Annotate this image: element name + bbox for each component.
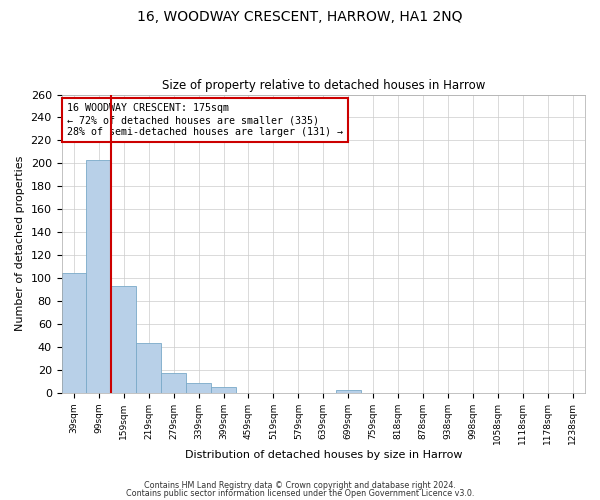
Text: Contains HM Land Registry data © Crown copyright and database right 2024.: Contains HM Land Registry data © Crown c… (144, 481, 456, 490)
Bar (136, 344, 161, 392)
Text: Contains public sector information licensed under the Open Government Licence v3: Contains public sector information licen… (126, 488, 474, 498)
Bar (86, 160, 112, 392)
Bar (211, 387, 236, 392)
Y-axis label: Number of detached properties: Number of detached properties (15, 156, 25, 332)
Bar (186, 384, 211, 392)
Bar (336, 390, 361, 392)
Title: Size of property relative to detached houses in Harrow: Size of property relative to detached ho… (161, 79, 485, 92)
Bar (62, 274, 86, 392)
Bar (112, 286, 136, 393)
Bar (161, 373, 186, 392)
Text: 16, WOODWAY CRESCENT, HARROW, HA1 2NQ: 16, WOODWAY CRESCENT, HARROW, HA1 2NQ (137, 10, 463, 24)
X-axis label: Distribution of detached houses by size in Harrow: Distribution of detached houses by size … (185, 450, 462, 460)
Text: 16 WOODWAY CRESCENT: 175sqm
← 72% of detached houses are smaller (335)
28% of se: 16 WOODWAY CRESCENT: 175sqm ← 72% of det… (67, 104, 343, 136)
